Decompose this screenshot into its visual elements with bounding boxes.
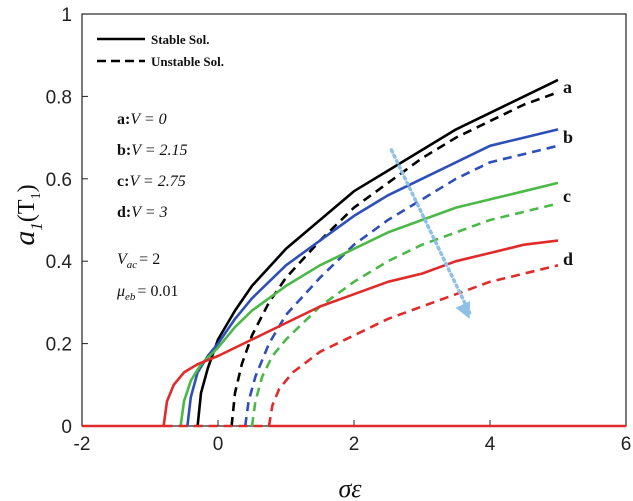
series-c-stable-line: [179, 181, 559, 427]
x-tick-label: 4: [485, 434, 496, 455]
series-c-unstable-line: [250, 202, 559, 427]
case-a: a:V = 0: [117, 111, 167, 128]
x-tick-label: 6: [621, 434, 632, 455]
curve-label-b: b: [563, 127, 573, 147]
case-annotations: a:V = 0 b:V = 2.15 c:V = 2.75 d:V = 3 Va…: [116, 111, 188, 303]
x-tick-label: 2: [349, 434, 360, 455]
case-d: d:V = 3: [117, 204, 168, 221]
y-tick-label: 1: [61, 5, 72, 26]
curve-label-c: c: [563, 186, 571, 206]
x-axis-title: σε: [338, 474, 362, 501]
x-tick-label: -2: [74, 434, 91, 455]
y-tick-label: 0.2: [46, 335, 72, 356]
series-d-unstable-line: [267, 264, 559, 427]
trend-arrow-head: [455, 300, 471, 319]
y-tick-label: 0: [61, 417, 72, 438]
curve-label-a: a: [563, 77, 572, 97]
curve-label-d: d: [563, 249, 573, 269]
y-axis-title: a1(T1): [8, 184, 46, 245]
y-tick-label: 0.8: [46, 87, 72, 108]
series-d-stable-line: [162, 239, 559, 427]
curve-labels: a b c d: [563, 77, 573, 269]
series-layer: [82, 78, 626, 428]
param-vac: Vac = 2: [117, 251, 160, 271]
y-tick-label: 0.6: [46, 170, 72, 191]
param-mueb: μeb = 0.01: [116, 283, 178, 303]
case-c: c:V = 2.75: [117, 173, 186, 190]
trend-arrow: [389, 148, 472, 319]
legend-stable-label: Stable Sol.: [151, 32, 210, 47]
x-tick-label: 0: [213, 434, 224, 455]
ticks: -2 0 2 4 600.20.40.60.81: [46, 5, 632, 455]
series-a-stable-line: [196, 78, 559, 427]
case-b: b:V = 2.15: [117, 142, 188, 159]
trend-arrow-shaft: [389, 148, 472, 315]
series-b-unstable-line: [243, 144, 559, 427]
y-tick-label: 0.4: [46, 252, 73, 273]
legend: Stable Sol. Unstable Sol.: [97, 32, 224, 69]
legend-unstable-label: Unstable Sol.: [151, 54, 224, 69]
series-a-unstable-line: [230, 91, 559, 427]
